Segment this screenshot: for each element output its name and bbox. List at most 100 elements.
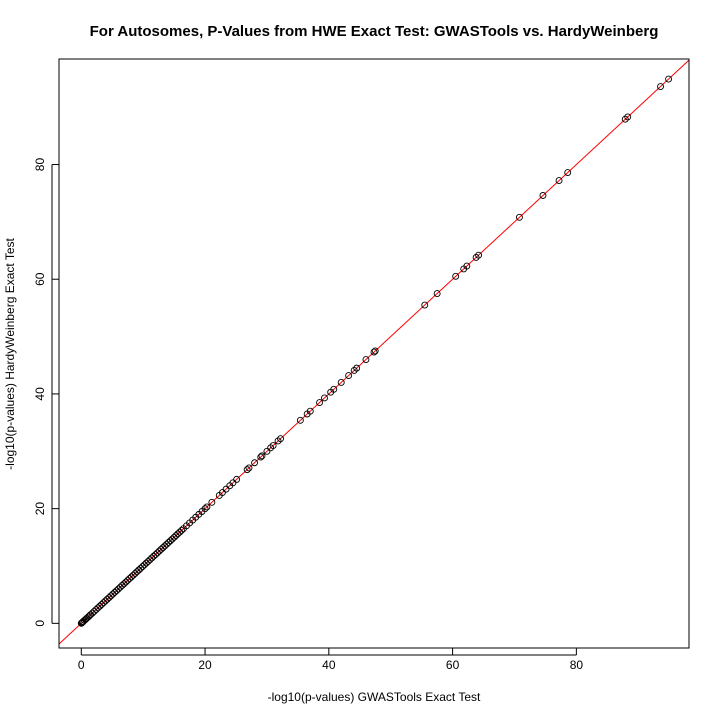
data-point — [665, 75, 673, 83]
data-point — [555, 177, 563, 185]
data-point — [109, 590, 117, 598]
data-point — [657, 83, 664, 90]
data-point — [107, 592, 115, 600]
plot-frame — [58, 58, 690, 649]
data-point — [159, 544, 167, 552]
data-point — [161, 542, 169, 550]
data-point — [316, 399, 323, 406]
data-point — [472, 253, 480, 261]
axes-layer: 0 20 40 60 80 0 20 40 60 80 — [33, 158, 583, 672]
y-tick-label: 80 — [33, 158, 47, 172]
data-point — [337, 379, 345, 386]
data-point — [475, 251, 483, 259]
data-point — [267, 444, 275, 452]
data-point — [90, 607, 98, 615]
data-point — [306, 407, 314, 415]
data-point — [129, 571, 137, 579]
x-axis-label: -log10(p-values) GWASTools Exact Test — [268, 690, 481, 704]
data-point — [163, 540, 171, 548]
data-point — [263, 447, 271, 455]
data-point — [101, 597, 109, 605]
data-point — [94, 604, 102, 612]
data-point — [165, 539, 172, 546]
y-tick-label: 40 — [33, 387, 47, 401]
data-point — [345, 372, 353, 380]
data-point — [433, 290, 441, 298]
data-point — [144, 557, 152, 565]
data-point — [174, 530, 182, 538]
data-point — [269, 442, 277, 449]
data-point — [421, 301, 429, 309]
data-point — [137, 564, 145, 572]
data-point — [621, 115, 629, 123]
data-point — [350, 366, 358, 374]
data-point — [148, 554, 156, 562]
data-point — [176, 528, 184, 536]
data-point — [258, 452, 266, 460]
data-point — [208, 498, 216, 506]
data-point — [251, 459, 259, 467]
reference-line — [58, 59, 690, 645]
data-point — [178, 526, 185, 534]
data-point — [166, 537, 174, 545]
data-point — [564, 169, 572, 177]
data-point — [118, 582, 126, 589]
data-point — [87, 611, 95, 619]
data-point — [127, 573, 135, 581]
data-point — [296, 416, 304, 424]
data-point — [370, 348, 378, 356]
data-point — [82, 615, 90, 623]
data-point — [88, 609, 96, 617]
y-tick-label: 20 — [33, 502, 47, 516]
data-point — [111, 588, 119, 596]
data-point — [233, 475, 241, 483]
x-tick-label: 40 — [322, 658, 336, 672]
data-point — [98, 600, 106, 608]
data-point — [201, 505, 209, 513]
data-point — [362, 356, 370, 363]
x-tick-label: 80 — [570, 658, 584, 672]
data-point — [120, 580, 128, 588]
x-tick-label: 60 — [446, 658, 460, 672]
data-point — [78, 619, 86, 627]
data-point — [515, 213, 523, 221]
data-point — [539, 192, 547, 199]
data-point — [126, 575, 134, 583]
data-point — [330, 385, 338, 393]
data-point — [146, 556, 154, 564]
data-point — [321, 394, 328, 402]
data-point — [83, 614, 91, 622]
data-point — [122, 578, 130, 586]
data-point — [105, 594, 113, 601]
data-point — [84, 613, 92, 621]
data-point — [152, 551, 159, 558]
data-point — [80, 617, 88, 624]
data-point — [245, 464, 253, 472]
data-point — [96, 602, 104, 610]
data-point — [170, 533, 178, 541]
y-tick-label: 60 — [33, 272, 47, 286]
data-point — [135, 566, 143, 574]
data-point — [624, 113, 632, 121]
data-point — [100, 599, 108, 607]
data-point — [142, 559, 150, 567]
data-point — [153, 549, 161, 557]
data-point — [168, 535, 176, 543]
data-point — [103, 595, 111, 603]
x-tick-label: 0 — [78, 658, 85, 672]
reference-line-layer — [58, 59, 690, 645]
data-point — [124, 576, 132, 584]
data-point — [353, 364, 361, 372]
data-point — [116, 583, 124, 591]
chart-title: For Autosomes, P-Values from HWE Exact T… — [90, 23, 659, 40]
data-point — [229, 479, 237, 487]
data-point — [203, 503, 211, 511]
data-point — [139, 563, 146, 571]
data-point — [92, 606, 100, 614]
data-point — [157, 545, 165, 553]
data-point — [371, 347, 379, 355]
data-points-layer — [77, 75, 673, 627]
data-point — [113, 587, 121, 595]
